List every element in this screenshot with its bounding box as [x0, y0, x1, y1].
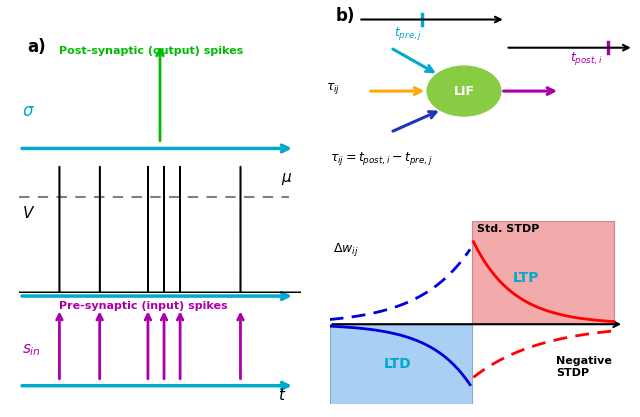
- Text: Pre-synaptic (input) spikes: Pre-synaptic (input) spikes: [59, 301, 227, 311]
- Text: $\mu$: $\mu$: [281, 171, 292, 187]
- Text: Post-synaptic (output) spikes: Post-synaptic (output) spikes: [59, 46, 243, 56]
- Bar: [330, 324, 472, 404]
- Circle shape: [428, 66, 501, 116]
- Text: $\sigma$: $\sigma$: [22, 102, 35, 120]
- Text: $V$: $V$: [22, 205, 35, 221]
- Text: $\Delta w_{ij}$: $\Delta w_{ij}$: [333, 241, 358, 258]
- Text: Negative
STDP: Negative STDP: [556, 357, 612, 378]
- Text: $\tau_{ij} = t_{post,i} - t_{pre,j}$: $\tau_{ij} = t_{post,i} - t_{pre,j}$: [330, 150, 433, 167]
- Text: $t_{pre,j}$: $t_{pre,j}$: [394, 25, 422, 42]
- Text: $t_{post,i}$: $t_{post,i}$: [570, 50, 602, 67]
- Text: $t$: $t$: [278, 387, 287, 404]
- Text: LIF: LIF: [454, 85, 474, 98]
- Text: a): a): [28, 38, 46, 56]
- Text: $s_{in}$: $s_{in}$: [22, 342, 41, 358]
- Text: b): b): [336, 7, 355, 25]
- Bar: [472, 221, 614, 324]
- Text: Std. STDP: Std. STDP: [477, 224, 539, 234]
- Text: LTD: LTD: [383, 357, 411, 372]
- Text: LTP: LTP: [513, 271, 539, 285]
- Text: $\tau_{ij}$: $\tau_{ij}$: [326, 81, 340, 96]
